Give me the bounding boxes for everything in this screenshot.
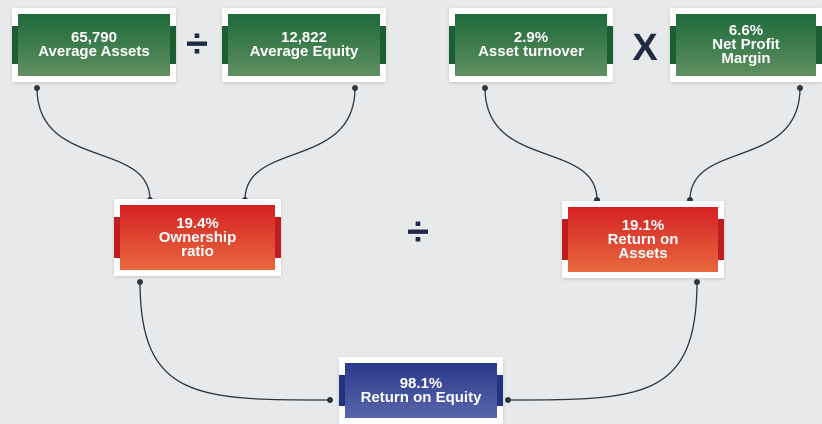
connector [244, 87, 356, 201]
node-value: 19.4% [176, 214, 219, 232]
node: 6.6% Net Profit Margin [670, 14, 822, 76]
node-value: 2.9% [513, 29, 549, 46]
node: 65,790 Average Assets [12, 14, 176, 76]
node-value: 6.6% [728, 22, 764, 39]
node-label: Return on Assets [607, 230, 679, 262]
node-value: 12,822 [281, 29, 327, 46]
connector [484, 87, 598, 201]
dot [482, 85, 488, 91]
connector [36, 87, 151, 201]
connector [507, 281, 698, 401]
connector [139, 281, 331, 401]
node-label: Asset turnover [478, 43, 584, 60]
connector [689, 87, 801, 201]
operator: ÷ [186, 22, 208, 66]
node-label: Net Profit Margin [712, 36, 780, 67]
node-value: 19.1% [621, 216, 665, 234]
dot [327, 397, 333, 403]
operator: X [632, 27, 658, 69]
node-value: 98.1% [399, 374, 443, 392]
node: 98.1% Return on Equity [339, 363, 503, 418]
node: 2.9% Asset turnover [449, 14, 613, 76]
node: 19.1% Return on Assets [562, 207, 724, 272]
node-label: Average Equity [249, 43, 359, 60]
dot [352, 85, 358, 91]
dot [137, 279, 143, 285]
node-value: 65,790 [71, 29, 117, 46]
dot [694, 279, 700, 285]
dot [34, 85, 40, 91]
node-label: Average Assets [38, 43, 150, 60]
operator: ÷ [407, 210, 429, 254]
dot [797, 85, 803, 91]
node-label: Return on Equity [360, 388, 482, 406]
dot [505, 397, 511, 403]
node-label: Ownership ratio [158, 228, 237, 260]
node: 19.4% Ownership ratio [114, 205, 281, 270]
node: 12,822 Average Equity [222, 14, 386, 76]
